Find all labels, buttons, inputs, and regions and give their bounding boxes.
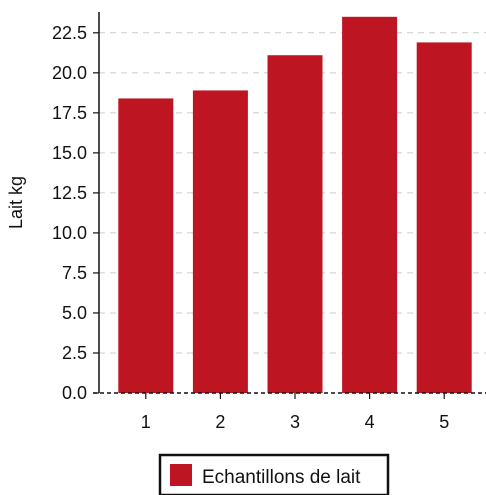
y-tick-label: 7.5 (62, 263, 87, 283)
bars (118, 16, 472, 394)
y-tick-label: 22.5 (52, 23, 87, 43)
y-axis-title: Lait kg (6, 176, 26, 229)
x-axis-ticks: 1 2 3 4 5 (141, 393, 449, 432)
legend-swatch (170, 464, 192, 486)
bar[interactable] (118, 98, 174, 394)
x-tick-label: 1 (141, 412, 151, 432)
bar[interactable] (267, 55, 323, 394)
y-tick-label: 17.5 (52, 103, 87, 123)
bar[interactable] (342, 16, 398, 393)
y-tick-label: 15.0 (52, 143, 87, 163)
axes (93, 12, 486, 394)
y-tick-label: 5.0 (62, 303, 87, 323)
x-tick-label: 5 (439, 412, 449, 432)
y-tick-label: 0.0 (62, 383, 87, 403)
y-tick-label: 2.5 (62, 343, 87, 363)
y-axis-ticks: 0.0 2.5 5.0 7.5 10.0 12.5 15.0 17.5 20.0 22.5 (52, 23, 99, 403)
legend-label: Echantillons de lait (202, 467, 361, 488)
legend-box (158, 453, 390, 495)
bar[interactable] (416, 42, 472, 394)
x-tick-label: 2 (215, 412, 225, 432)
x-tick-label: 3 (290, 412, 300, 432)
legend[interactable]: Echantillons de lait (158, 453, 390, 495)
y-tick-label: 10.0 (52, 223, 87, 243)
x-tick-label: 4 (365, 412, 375, 432)
y-tick-label: 20.0 (52, 63, 87, 83)
y-tick-label: 12.5 (52, 183, 87, 203)
bar[interactable] (192, 90, 248, 394)
